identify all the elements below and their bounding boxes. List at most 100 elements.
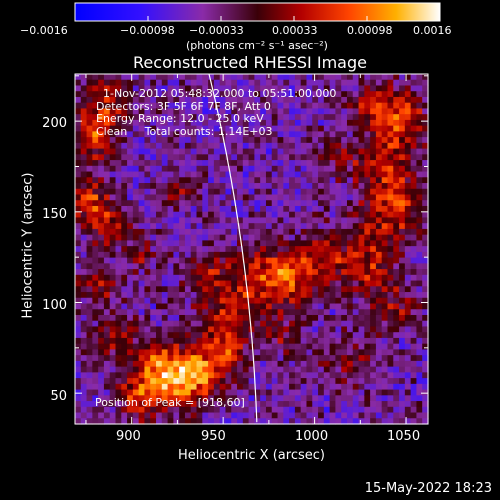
heatmap-cell [115, 183, 122, 190]
heatmap-cell [173, 257, 180, 264]
heatmap-cell [329, 234, 337, 241]
heatmap-cell [150, 343, 157, 351]
heatmap-cell [156, 337, 163, 345]
heatmap-cell [92, 137, 99, 144]
heatmap-cell [358, 240, 365, 247]
heatmap-cell [358, 406, 365, 414]
heatmap-cell [335, 383, 342, 391]
heatmap-cell [323, 74, 331, 81]
heatmap-cell [132, 309, 140, 316]
heatmap-cell [242, 343, 250, 351]
heatmap-cell [150, 205, 157, 213]
heatmap-cell [190, 418, 198, 425]
heatmap-cell [150, 177, 157, 184]
heatmap-cell [231, 137, 238, 144]
heatmap-cell [416, 303, 423, 310]
heatmap-cell [115, 251, 122, 259]
heatmap-cell [115, 280, 122, 287]
heatmap-cell [323, 389, 331, 396]
heatmap-cell [92, 217, 99, 224]
heatmap-cell [387, 343, 394, 351]
heatmap-cell [237, 366, 244, 373]
heatmap-cell [196, 337, 203, 345]
heatmap-cell [399, 188, 406, 196]
heatmap-cell [300, 383, 308, 391]
heatmap-cell [248, 148, 255, 155]
heatmap-cell [387, 200, 394, 207]
heatmap-cell [358, 223, 365, 230]
heatmap-cell [358, 309, 365, 316]
heatmap-cell [306, 148, 313, 155]
heatmap-cell [237, 177, 244, 184]
heatmap-cell [179, 246, 186, 253]
heatmap-cell [202, 378, 209, 385]
heatmap-cell [190, 309, 198, 316]
heatmap-cell [190, 205, 198, 213]
heatmap-cell [121, 223, 128, 230]
heatmap-cell [242, 401, 250, 408]
heatmap-cell [202, 269, 209, 276]
heatmap-cell [138, 91, 146, 98]
heatmap-cell [208, 251, 215, 259]
heatmap-cell [289, 349, 296, 356]
heatmap-cell [184, 395, 192, 402]
heatmap-cell [294, 205, 302, 213]
heatmap-cell [399, 372, 406, 379]
heatmap-cell [196, 188, 203, 196]
heatmap-cell [335, 292, 342, 299]
heatmap-cell [121, 303, 128, 310]
heatmap-cell [115, 114, 122, 121]
heatmap-cell [283, 79, 290, 87]
heatmap-cell [173, 355, 180, 362]
heatmap-cell [138, 257, 146, 264]
heatmap-cell [103, 337, 111, 345]
heatmap-cell [294, 234, 302, 241]
heatmap-cell [265, 205, 273, 213]
heatmap-cell [161, 378, 169, 385]
heatmap-cell [127, 154, 134, 161]
heatmap-cell [399, 217, 406, 224]
heatmap-cell [277, 137, 284, 144]
heatmap-cell [422, 240, 429, 247]
heatmap-cell [242, 320, 250, 328]
heatmap-cell [318, 418, 325, 425]
heatmap-cell [393, 418, 400, 425]
heatmap-cell [410, 74, 418, 81]
heatmap-cell [306, 79, 313, 87]
heatmap-cell [283, 85, 290, 92]
heatmap-cell [306, 194, 313, 201]
heatmap-cell [381, 194, 389, 201]
heatmap-cell [75, 412, 82, 419]
heatmap-cell [184, 160, 192, 167]
heatmap-cell [329, 292, 337, 299]
heatmap-cell [196, 372, 203, 379]
heatmap-cell [254, 234, 261, 241]
heatmap-cell [150, 366, 157, 373]
heatmap-cell [283, 148, 290, 155]
heatmap-cell [341, 349, 348, 356]
heatmap-cell [364, 74, 371, 81]
heatmap-cell [121, 418, 128, 425]
y-tick-label: 150 [42, 207, 67, 222]
heatmap-cell [393, 274, 400, 282]
heatmap-cell [86, 188, 93, 196]
heatmap-cell [156, 228, 163, 236]
heatmap-cell [109, 148, 117, 155]
heatmap-cell [346, 378, 354, 385]
heatmap-cell [167, 96, 174, 104]
heatmap-cell [300, 131, 308, 138]
heatmap-cell [416, 183, 423, 190]
heatmap-cell [138, 355, 146, 362]
heatmap-cell [381, 269, 389, 276]
heatmap-cell [375, 79, 383, 87]
heatmap-cell [208, 223, 215, 230]
y-tick-label: 50 [50, 389, 67, 404]
info-clean-counts: Clean Total counts: 1.14E+03 [96, 124, 273, 138]
heatmap-cell [254, 228, 261, 236]
heatmap-cell [283, 274, 290, 282]
heatmap-cell [225, 406, 232, 414]
heatmap-cell [103, 223, 111, 230]
heatmap-cell [416, 292, 423, 299]
heatmap-cell [173, 343, 180, 351]
heatmap-cell [190, 297, 198, 305]
